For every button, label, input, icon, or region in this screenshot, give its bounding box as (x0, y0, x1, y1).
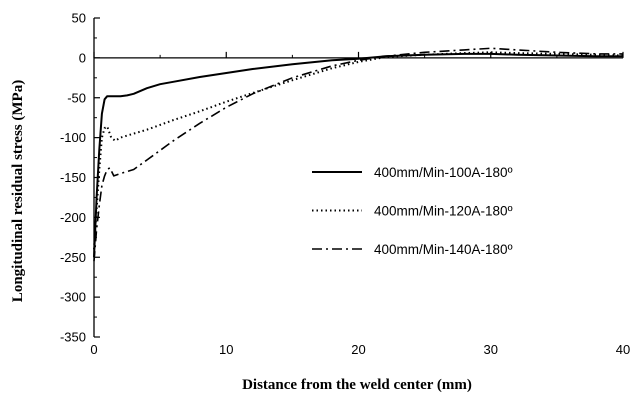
x-tick-label: 20 (351, 342, 365, 357)
legend: 400mm/Min-100A-180º 400mm/Min-120A-180º 40… (312, 165, 513, 257)
y-tick-label: -50 (67, 90, 86, 105)
axes (93, 18, 623, 337)
y-tick-label: -150 (60, 170, 86, 185)
y-tick-label: -300 (60, 290, 86, 305)
y-ticks: 50 0 -50 -100 -150 -200 -250 -300 -350 (60, 11, 100, 345)
legend-label-1: 400mm/Min-100A-180º (374, 165, 513, 180)
y-tick-label: -200 (60, 210, 86, 225)
series-line-3 (93, 47, 623, 262)
x-tick-label: 0 (90, 342, 97, 357)
series-layer (93, 47, 624, 262)
legend-label-3: 400mm/Min-140A-180º (374, 242, 513, 257)
x-axis-title: Distance from the weld center (mm) (242, 377, 472, 393)
y-tick-label: 50 (72, 11, 86, 26)
x-tick-label: 40 (616, 342, 630, 357)
series-line-1 (93, 52, 623, 258)
series-line-2 (93, 51, 624, 250)
legend-label-2: 400mm/Min-120A-180º (374, 204, 513, 219)
y-tick-label: -250 (60, 250, 86, 265)
y-tick-label: -100 (60, 130, 86, 145)
y-axis-title: Longitudinal residual stress (MPa) (10, 80, 26, 302)
y-tick-label: -350 (60, 330, 86, 345)
x-tick-label: 10 (219, 342, 233, 357)
x-tick-label: 30 (484, 342, 498, 357)
y-tick-label: 0 (79, 50, 86, 65)
x-ticks: 0 10 20 30 40 (90, 51, 630, 357)
